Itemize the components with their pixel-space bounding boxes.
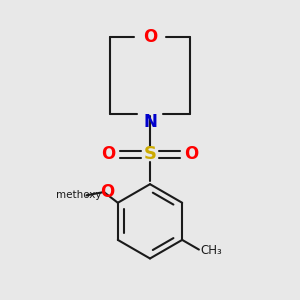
Text: O: O	[101, 146, 116, 164]
Text: CH₃: CH₃	[200, 244, 222, 257]
Text: methoxy: methoxy	[56, 190, 102, 200]
Text: S: S	[143, 146, 157, 164]
Text: N: N	[143, 113, 157, 131]
Text: O: O	[100, 183, 114, 201]
Text: O: O	[184, 146, 199, 164]
Text: O: O	[143, 28, 157, 46]
